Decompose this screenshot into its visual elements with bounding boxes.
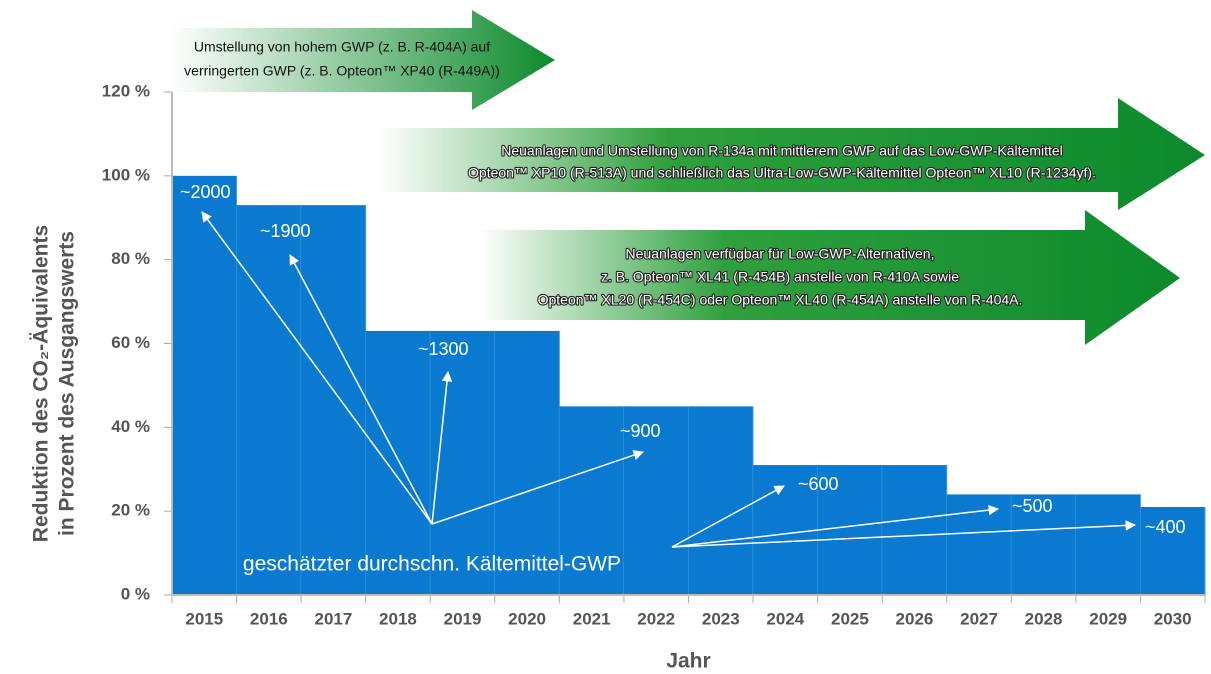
bar bbox=[753, 465, 818, 595]
x-tick-label: 2022 bbox=[637, 609, 675, 628]
x-tick-label: 2026 bbox=[896, 609, 934, 628]
gwp-label: ~2000 bbox=[180, 182, 231, 202]
bar bbox=[494, 330, 560, 595]
x-tick-label: 2019 bbox=[444, 609, 482, 628]
bar bbox=[236, 205, 302, 596]
arrow-text: Neuanlagen und Umstellung von R-134a mit… bbox=[501, 143, 1063, 159]
bar bbox=[882, 465, 947, 595]
x-tick-label: 2020 bbox=[508, 609, 546, 628]
x-tick-label: 2030 bbox=[1154, 609, 1192, 628]
bar bbox=[301, 205, 366, 596]
annotations: ~2000 ~1900 ~1300 ~900 ~600 ~500 ~400 geschätzt… bbox=[180, 39, 1186, 576]
pointer-arrow bbox=[671, 485, 785, 548]
x-tick-label: 2028 bbox=[1025, 609, 1063, 628]
bar bbox=[172, 175, 237, 596]
x-tick-label: 2021 bbox=[573, 609, 611, 628]
y-tick-label: 100 % bbox=[102, 165, 150, 184]
green-arrow bbox=[480, 210, 1180, 345]
y-axis-label: Reduktion des CO₂-Äquivalents bbox=[30, 225, 53, 542]
bar bbox=[946, 494, 1012, 595]
bar bbox=[623, 406, 689, 595]
y-tick-label: 80 % bbox=[111, 249, 150, 268]
x-tick-label: 2018 bbox=[379, 609, 417, 628]
gwp-caption: geschätzter durchschn. Kältemittel-GWP bbox=[243, 553, 621, 576]
pointer-arrow bbox=[671, 520, 1137, 548]
arrow-text: Neuanlagen verfügbar für Low-GWP-Alterna… bbox=[626, 246, 935, 262]
pointer-arrow bbox=[201, 211, 433, 525]
arrow-text: Opteon™ XL20 (R-454C) oder Opteon™ XL40 … bbox=[538, 292, 1023, 308]
y-tick-label: 0 % bbox=[121, 584, 150, 603]
gwp-label: ~1900 bbox=[260, 221, 311, 241]
bar bbox=[1140, 506, 1205, 595]
arrows bbox=[170, 10, 1205, 345]
bars bbox=[172, 175, 1206, 596]
bar bbox=[559, 406, 624, 595]
x-tick-label: 2017 bbox=[314, 609, 352, 628]
gwp-label: ~900 bbox=[620, 421, 661, 441]
x-tick-label: 2025 bbox=[831, 609, 869, 628]
green-arrow bbox=[170, 10, 555, 110]
x-tick-label: 2029 bbox=[1089, 609, 1127, 628]
gwp-label: ~500 bbox=[1012, 496, 1053, 516]
green-arrow bbox=[380, 98, 1205, 210]
y-tick-label: 60 % bbox=[111, 333, 150, 352]
bar bbox=[817, 465, 883, 595]
pointer-arrow bbox=[289, 254, 433, 525]
x-tick-label: 2016 bbox=[250, 609, 288, 628]
pointer-arrow bbox=[431, 450, 644, 525]
gwp-label: ~400 bbox=[1145, 517, 1186, 537]
gwp-label: ~600 bbox=[798, 474, 839, 494]
x-tick-label: 2027 bbox=[960, 609, 998, 628]
bar bbox=[1075, 494, 1141, 595]
arrow-text: Umstellung von hohem GWP (z. B. R-404A) … bbox=[194, 39, 490, 55]
bar bbox=[365, 330, 431, 595]
x-tick-label: 2015 bbox=[185, 609, 223, 628]
y-tick-label: 40 % bbox=[111, 417, 150, 436]
arrow-text: z. B. Opteon™ XL41 (R-454B) anstelle von… bbox=[601, 269, 959, 285]
pointer-arrow bbox=[671, 504, 1000, 548]
y-tick-label: 20 % bbox=[111, 501, 150, 520]
y-axis-label: in Prozent des Ausgangswerts bbox=[56, 231, 79, 536]
x-axis-label: Jahr bbox=[666, 650, 710, 673]
bar bbox=[688, 406, 754, 595]
arrow-text: Opteon™ XP10 (R-513A) und schließlich da… bbox=[468, 165, 1096, 181]
y-tick-label: 120 % bbox=[102, 81, 150, 100]
bar bbox=[430, 330, 495, 595]
x-tick-label: 2024 bbox=[766, 609, 804, 628]
arrow-text: verringerten GWP (z. B. Opteon™ XP40 (R-… bbox=[184, 63, 500, 79]
x-tick-label: 2023 bbox=[702, 609, 740, 628]
bar bbox=[1011, 494, 1076, 595]
gwp-label: ~1300 bbox=[418, 339, 469, 359]
pointer-arrow bbox=[431, 370, 453, 525]
